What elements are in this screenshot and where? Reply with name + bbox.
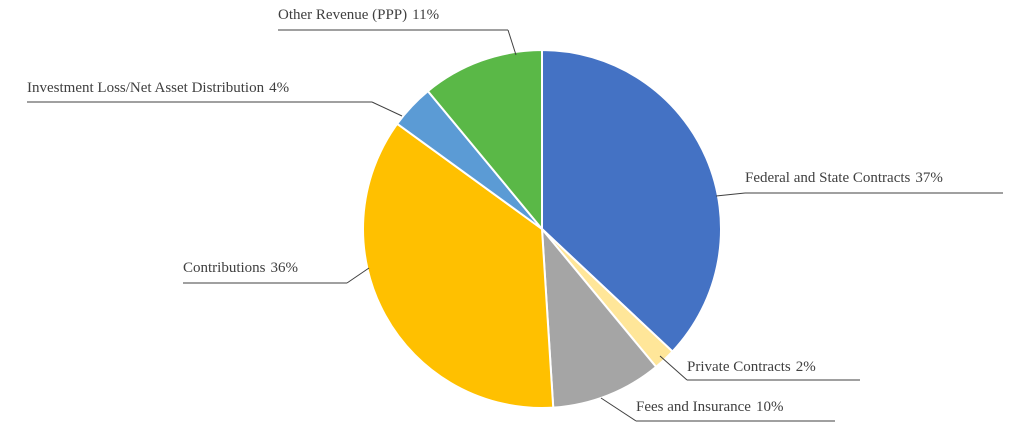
pie-slice [362, 122, 555, 409]
slice-label: Other Revenue (PPP) 11% [278, 7, 439, 23]
category-name: Other Revenue (PPP) [278, 7, 407, 23]
slice-label: Investment Loss/Net Asset Distribution 4% [27, 80, 289, 96]
category-name: Contributions [183, 260, 266, 276]
leader-line [715, 192, 746, 197]
pie-slice [541, 48, 722, 353]
slice-label: Federal and State Contracts 37% [745, 170, 943, 186]
category-name: Fees and Insurance [636, 399, 751, 415]
value-label: 36% [271, 260, 299, 276]
slice-label: Fees and Insurance 10% [636, 399, 783, 415]
value-label: 4% [269, 80, 289, 96]
category-name: Investment Loss/Net Asset Distribution [27, 80, 265, 96]
category-name: Private Contracts [687, 359, 791, 375]
value-label: 2% [796, 359, 816, 375]
pie-slice [540, 225, 658, 409]
category-name: Federal and State Contracts [745, 170, 911, 186]
leader-line [659, 355, 688, 381]
pie-slice [426, 48, 543, 232]
leader-line [600, 397, 637, 422]
slice-label: Private Contracts 2% [687, 359, 816, 375]
leader-line [346, 267, 370, 284]
leader-line [507, 29, 517, 56]
leader-line [371, 101, 403, 117]
value-label: 11% [412, 7, 439, 23]
slice-label: Contributions 36% [183, 260, 298, 276]
value-label: 10% [756, 399, 784, 415]
value-label: 37% [915, 170, 943, 186]
